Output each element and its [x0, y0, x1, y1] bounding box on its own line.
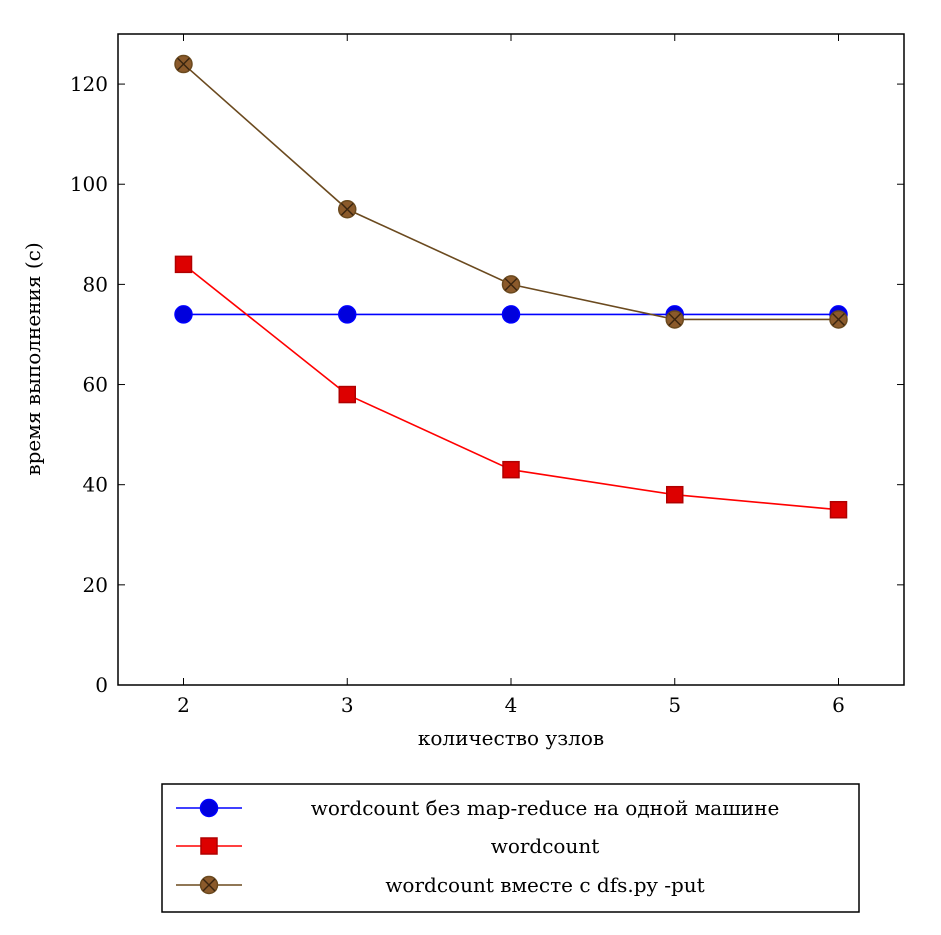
y-tick-label: 100 — [70, 172, 108, 196]
y-tick-label: 60 — [83, 373, 108, 397]
series-2 — [174, 255, 848, 519]
y-axis: 0 20 40 60 80 100 120 — [70, 72, 904, 697]
data-point-cross — [832, 312, 845, 326]
x-tick-label: 6 — [832, 693, 845, 717]
data-point-circle-x — [665, 310, 684, 329]
y-tick-label: 120 — [70, 72, 108, 96]
data-point-circle — [174, 305, 193, 324]
legend-entry: wordcount вместе с dfs.py -put — [176, 873, 705, 897]
y-tick-label: 40 — [83, 473, 108, 497]
data-point-square — [829, 500, 848, 519]
data-point-cross — [504, 277, 518, 291]
data-point-circle — [199, 798, 219, 818]
data-point-square — [338, 385, 356, 404]
data-point-cross — [202, 878, 216, 892]
plot-area-frame — [117, 33, 905, 686]
y-axis-title: время выполнения (с) — [21, 242, 45, 475]
series-3 — [174, 54, 848, 329]
legend-entry: wordcount — [176, 834, 599, 858]
legend-label: wordcount — [491, 834, 600, 858]
x-tick-label: 5 — [668, 693, 681, 717]
x-tick-label: 4 — [505, 693, 518, 717]
data-point-circle-x — [174, 54, 193, 74]
legend-label: wordcount вместе с dfs.py -put — [385, 873, 704, 897]
x-axis: 2 3 4 5 6 — [177, 34, 845, 717]
data-point-square — [174, 255, 193, 274]
legend-frame — [161, 783, 860, 913]
data-point-cross — [340, 202, 354, 216]
data-point-square — [200, 837, 218, 855]
x-tick-label: 3 — [341, 693, 354, 717]
legend: wordcount без map-reduce на одной машине… — [161, 783, 860, 913]
series-1 — [174, 305, 848, 324]
data-point-square — [666, 485, 684, 504]
legend-entry: wordcount без map-reduce на одной машине — [176, 796, 779, 820]
series-layer — [174, 54, 848, 519]
data-point-circle-x — [501, 275, 521, 294]
x-tick-label: 2 — [177, 693, 190, 717]
data-point-cross — [668, 312, 682, 326]
data-point-circle — [501, 305, 521, 324]
data-point-cross — [177, 57, 190, 71]
data-point-circle-x — [829, 310, 848, 329]
data-point-circle-x — [338, 200, 357, 219]
y-tick-label: 80 — [83, 272, 108, 296]
data-point-circle — [338, 305, 357, 324]
y-tick-label: 20 — [83, 573, 108, 597]
data-point-square — [502, 460, 520, 479]
legend-label: wordcount без map-reduce на одной машине — [311, 796, 780, 820]
data-point-circle-x — [199, 875, 219, 895]
y-tick-label: 0 — [95, 673, 108, 697]
x-axis-title: количество узлов — [418, 726, 604, 750]
